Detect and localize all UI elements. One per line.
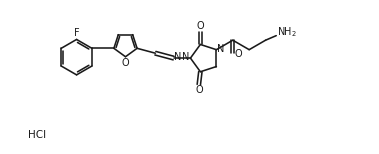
Text: N: N	[182, 53, 189, 63]
Text: HCl: HCl	[28, 130, 46, 140]
Text: NH$_2$: NH$_2$	[277, 26, 297, 39]
Text: N: N	[217, 44, 225, 54]
Text: O: O	[195, 85, 203, 95]
Text: N: N	[174, 53, 182, 63]
Text: O: O	[197, 21, 204, 31]
Text: F: F	[74, 28, 79, 38]
Text: O: O	[121, 58, 129, 68]
Text: O: O	[234, 49, 242, 59]
